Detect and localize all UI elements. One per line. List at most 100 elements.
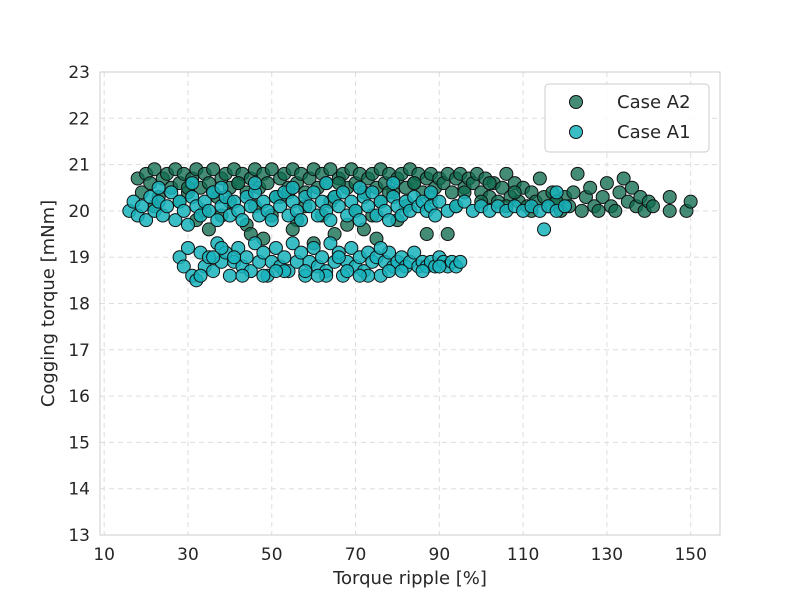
y-tick-label: 17 [68, 341, 90, 361]
data-point [499, 166, 514, 181]
x-axis-ticks: 10 30 50 70 90 110 130 150 [93, 545, 707, 565]
data-point [147, 162, 162, 177]
legend: Case A2 Case A1 [544, 83, 710, 153]
data-point [268, 240, 283, 255]
y-tick-label: 18 [68, 295, 90, 315]
data-point [423, 185, 438, 200]
data-point [612, 185, 627, 200]
data-point [164, 185, 179, 200]
data-point [419, 227, 434, 242]
data-point [235, 268, 250, 283]
data-point [243, 199, 258, 214]
data-point [344, 240, 359, 255]
data-point [180, 240, 195, 255]
y-tick-label: 19 [68, 248, 90, 268]
data-point [440, 227, 455, 242]
data-point [180, 217, 195, 232]
data-point [214, 180, 229, 195]
data-point [382, 213, 397, 228]
data-point [574, 203, 589, 218]
y-tick-label: 14 [68, 480, 90, 500]
data-point [566, 185, 581, 200]
data-point [331, 199, 346, 214]
data-point [482, 176, 497, 191]
y-axis-label: Cogging torque [mNm] [38, 200, 59, 407]
legend-box [544, 83, 710, 153]
plot-frame [99, 71, 721, 536]
data-point [256, 245, 271, 260]
data-point [222, 268, 237, 283]
data-point [248, 236, 262, 251]
data-point [537, 222, 552, 237]
x-axis-label: Torque ripple [%] [332, 568, 487, 589]
data-point [453, 254, 468, 269]
data-point [201, 203, 216, 218]
data-points [122, 162, 698, 288]
data-point [558, 199, 572, 214]
data-point [335, 185, 350, 200]
data-point [662, 190, 677, 205]
data-point [570, 166, 585, 181]
data-point [415, 264, 430, 279]
data-point [168, 213, 183, 228]
data-point [193, 268, 208, 283]
data-point [645, 199, 660, 214]
legend-marker [569, 95, 583, 109]
data-point [407, 245, 422, 260]
legend-label: Case A2 [617, 92, 691, 113]
data-point [616, 171, 631, 186]
data-point [214, 240, 229, 255]
data-point [323, 236, 338, 251]
x-tick-label: 110 [507, 545, 539, 565]
x-tick-label: 70 [345, 545, 367, 565]
y-axis-ticks: 13 14 15 16 17 18 19 20 21 22 23 [68, 63, 90, 546]
x-tick-label: 10 [93, 545, 115, 565]
data-point [323, 213, 338, 228]
data-point [495, 180, 510, 195]
data-point [151, 180, 166, 195]
data-point [160, 199, 175, 214]
data-point [532, 171, 547, 186]
data-point [331, 250, 346, 265]
data-point [285, 222, 300, 237]
series-case-a1 [122, 176, 572, 288]
y-tick-label: 21 [68, 156, 90, 176]
data-point [134, 199, 149, 214]
data-point [599, 176, 614, 191]
data-point [457, 194, 472, 209]
data-point [608, 203, 623, 218]
data-point [625, 180, 640, 195]
data-point [235, 213, 250, 228]
y-tick-label: 13 [68, 526, 90, 546]
data-point [139, 213, 154, 228]
x-tick-label: 130 [591, 545, 623, 565]
data-point [176, 259, 191, 274]
y-tick-label: 22 [68, 109, 90, 129]
data-point [444, 185, 459, 200]
data-point [176, 203, 191, 218]
data-point [231, 176, 246, 191]
data-point [306, 240, 321, 255]
y-tick-label: 20 [68, 202, 90, 222]
data-point [432, 194, 447, 209]
data-point [549, 185, 564, 200]
data-point [407, 176, 422, 191]
data-point [365, 185, 380, 200]
data-point [315, 250, 330, 265]
data-point [285, 236, 300, 251]
data-point [260, 176, 275, 191]
data-point [206, 250, 221, 265]
data-point [273, 199, 288, 214]
data-point [595, 190, 610, 205]
data-point [340, 264, 355, 279]
data-point [227, 250, 242, 265]
data-point [285, 180, 300, 195]
data-point [302, 199, 317, 214]
data-point [248, 176, 262, 191]
data-point [210, 213, 225, 228]
y-tick-label: 16 [68, 387, 90, 407]
data-point [310, 268, 325, 283]
data-point [352, 213, 367, 228]
data-point [683, 194, 698, 209]
